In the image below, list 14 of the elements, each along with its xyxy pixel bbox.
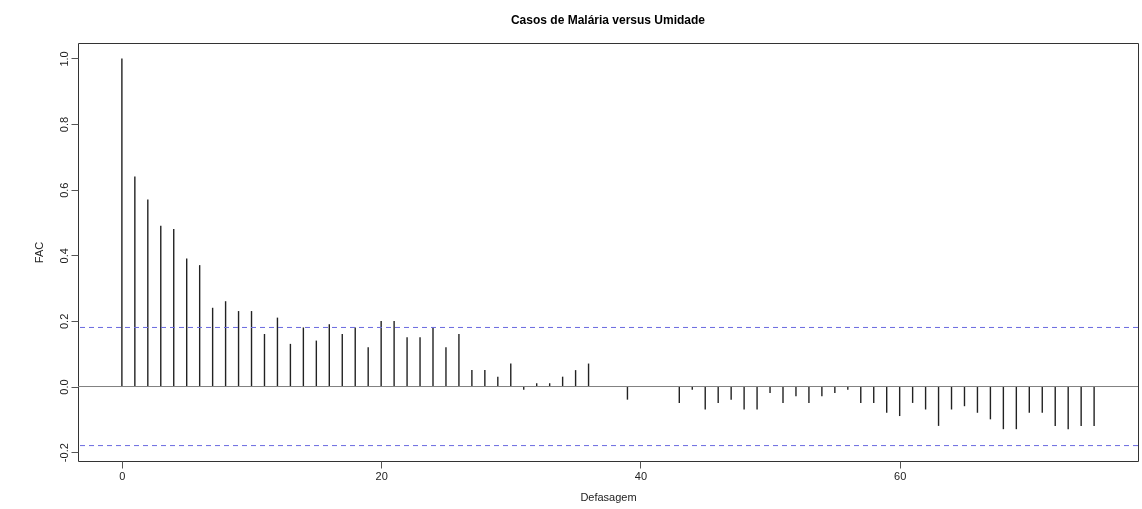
x-axis-title: Defasagem: [580, 490, 637, 503]
y-tick-label: -0.2: [57, 443, 70, 463]
y-tick-label: 1.0: [57, 51, 70, 67]
x-tick-label: 0: [119, 469, 126, 482]
y-tick-label: 0.8: [57, 116, 70, 133]
x-tick-label: 60: [894, 469, 907, 482]
y-tick-label: 0.6: [57, 182, 70, 198]
chart-title: Casos de Malária versus Umidade: [510, 13, 706, 27]
y-tick-label: 0.2: [57, 313, 70, 330]
y-axis-title: FAC: [32, 241, 45, 264]
y-tick-label: 0.0: [57, 379, 70, 395]
x-tick-label: 20: [375, 469, 388, 482]
y-tick-label: 0.4: [57, 248, 70, 264]
x-tick-label: 40: [634, 469, 648, 482]
